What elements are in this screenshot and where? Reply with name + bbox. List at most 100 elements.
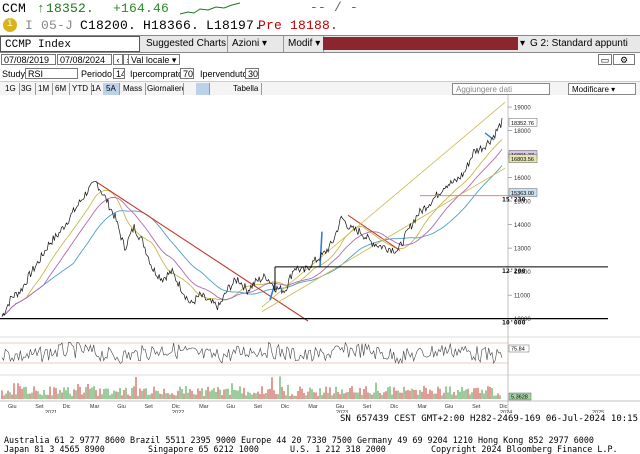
date-controls: 07/08/2019 07/08/2024 ‹ › Val locale ▾ ▭… — [0, 53, 640, 67]
breakout-arrow — [319, 231, 323, 267]
year-label: 2022 — [172, 410, 184, 413]
range-tab[interactable]: 1M — [35, 83, 54, 95]
moving-averages — [1, 138, 503, 317]
x-tick-label: Mar — [90, 404, 100, 410]
price-tag — [508, 118, 538, 127]
modify-button-label: Modificare — [572, 85, 609, 94]
modify-button[interactable]: Modificare ▾ — [568, 83, 636, 95]
range-tab-selected[interactable]: 5A — [103, 83, 120, 95]
modify-menu[interactable]: Modif ▾ — [284, 36, 324, 52]
rsi-panel: 75.84 — [0, 336, 640, 365]
quote-bar: CCM ↑ 18352. +164.46 -- / - — [0, 0, 640, 17]
range-tab[interactable]: 3G — [18, 83, 36, 95]
ticker: CCM — [2, 1, 27, 16]
currency-select[interactable]: Val locale ▾ — [128, 54, 180, 65]
x-tick-label: Giu — [117, 404, 126, 410]
minimize-icon[interactable]: ▭ — [598, 54, 612, 65]
price-series — [1, 118, 503, 317]
x-tick-label: Mar — [418, 404, 428, 410]
prev-arrow-icon[interactable]: ‹ — [113, 54, 123, 65]
footer-copyright: Copyright 2024 Bloomberg Finance L.P. — [431, 444, 618, 454]
price-tag-label: 16803.56 — [511, 157, 534, 163]
level-label: 15'230 — [502, 196, 526, 204]
x-tick-label: Set — [472, 404, 481, 410]
last-price: 18352. — [46, 1, 95, 16]
info-icon[interactable]: i — [3, 18, 17, 32]
chart-type-icon[interactable] — [196, 83, 210, 95]
range-tab[interactable]: Mass — [120, 83, 147, 95]
high-value: H18366. — [143, 18, 200, 33]
period-label: Periodo — [81, 69, 113, 79]
x-tick-label: Dic — [172, 404, 180, 410]
settings-icon[interactable]: ⚙ — [613, 54, 635, 65]
x-axis: Giu Set Dic Mar Giu Set Dic Mar Giu Set Dic Mar Giu S… — [0, 400, 640, 413]
x-tick-label: Giu — [8, 404, 17, 410]
rsi-tag-label: 75.84 — [511, 347, 525, 353]
chevron-down-icon: ▾ — [315, 38, 321, 49]
x-tick-label: Dic — [281, 404, 289, 410]
close-value: C18200. — [80, 18, 137, 33]
period-field[interactable]: 14 — [113, 68, 125, 79]
suggested-charts-menu[interactable]: Suggested Charts ▾ — [142, 36, 228, 65]
x-tick-label: Mar — [199, 404, 209, 410]
trendlines — [96, 102, 506, 322]
modify-label: Modif — [288, 38, 313, 49]
channel-upper-line — [261, 102, 506, 308]
level-lines: 15'230 12'200 10'000 — [0, 195, 608, 327]
x-tick-label: Mar — [308, 404, 318, 410]
volume-tag-label: 5.3628 — [511, 395, 528, 401]
year-label: 2024 — [500, 410, 512, 413]
y-tick-label: 18000 — [514, 129, 531, 135]
add-data-button[interactable]: Aggiungere dati — [452, 83, 550, 95]
frequency-tab[interactable]: Giornaliero — [144, 83, 184, 95]
page-indicator[interactable]: ▾ G 2: Standard appunti — [520, 36, 640, 52]
price-tag-label: 18352.76 — [511, 121, 534, 127]
ma-short-line — [1, 138, 503, 317]
x-tick-label: Set — [363, 404, 372, 410]
footer-meta: SN 657439 CEST GMT+2:00 H282-2469-169 06… — [340, 414, 639, 424]
study-label: Study — [2, 69, 26, 79]
page-label: G 2: Standard appunti — [530, 38, 628, 49]
overbought-label: Ipercomprato — [130, 69, 184, 79]
date-to-field[interactable]: 07/08/2024 — [57, 54, 112, 65]
level-label: 10'000 — [502, 319, 526, 327]
footer-phone-japan: Japan 81 3 4565 8900 — [4, 444, 105, 454]
volume-panel: 5.3628 — [0, 374, 640, 401]
y-tick-label: 13000 — [514, 247, 531, 253]
y-axis: 1900018000170001600015000140001300012000… — [508, 106, 538, 323]
low-value: L18197. — [206, 18, 263, 33]
price-chart[interactable]: 1900018000170001600015000140001300012000… — [0, 95, 640, 413]
breakout-arrow — [484, 132, 495, 141]
volume-tag — [508, 392, 532, 401]
open-date: I 05-J — [25, 18, 74, 33]
study-field[interactable]: RSI — [25, 68, 78, 79]
quote-dashes: -- / - — [310, 0, 359, 15]
breakout-arrow — [269, 283, 276, 301]
actions-menu[interactable]: Azioni ▾ — [228, 36, 284, 52]
overbought-field[interactable]: 70 — [180, 68, 194, 79]
ohlc-bar: i I 05-J C18200. H18366. L18197. Pre 181… — [0, 17, 640, 33]
x-tick-label: Giu — [226, 404, 235, 410]
channel-lower-line — [261, 167, 506, 312]
range-tab[interactable]: 1G — [2, 83, 20, 95]
y-tick-label: 14000 — [514, 223, 531, 229]
price-tag-label: 15363.00 — [511, 191, 534, 197]
footer-phone-singapore: Singapore 65 6212 1000 — [148, 444, 259, 454]
table-tab[interactable]: Tabella — [230, 83, 263, 95]
range-tab[interactable]: 6M — [52, 83, 71, 95]
security-field[interactable]: CCMP Index — [0, 36, 140, 52]
level-label: 12'200 — [502, 267, 526, 275]
ma-mid-line — [1, 148, 503, 317]
up-arrow-icon: ↑ — [37, 1, 46, 16]
oversold-field[interactable]: 30 — [245, 68, 259, 79]
x-tick-label: Dic — [499, 404, 507, 410]
range-tab[interactable]: YTD — [69, 83, 92, 95]
rsi-tag — [508, 344, 530, 353]
x-tick-label: Giu — [445, 404, 454, 410]
menu-bar: CCMP Index Suggested Charts ▾ Azioni ▾ M… — [0, 35, 640, 65]
footer-phone-us: U.S. 1 212 318 2000 — [290, 444, 386, 454]
y-tick-label: 16000 — [514, 176, 531, 182]
oversold-label: Ipervenduto — [200, 69, 248, 79]
date-from-field[interactable]: 07/08/2019 — [1, 54, 56, 65]
y-tick-label: 12000 — [514, 270, 531, 276]
